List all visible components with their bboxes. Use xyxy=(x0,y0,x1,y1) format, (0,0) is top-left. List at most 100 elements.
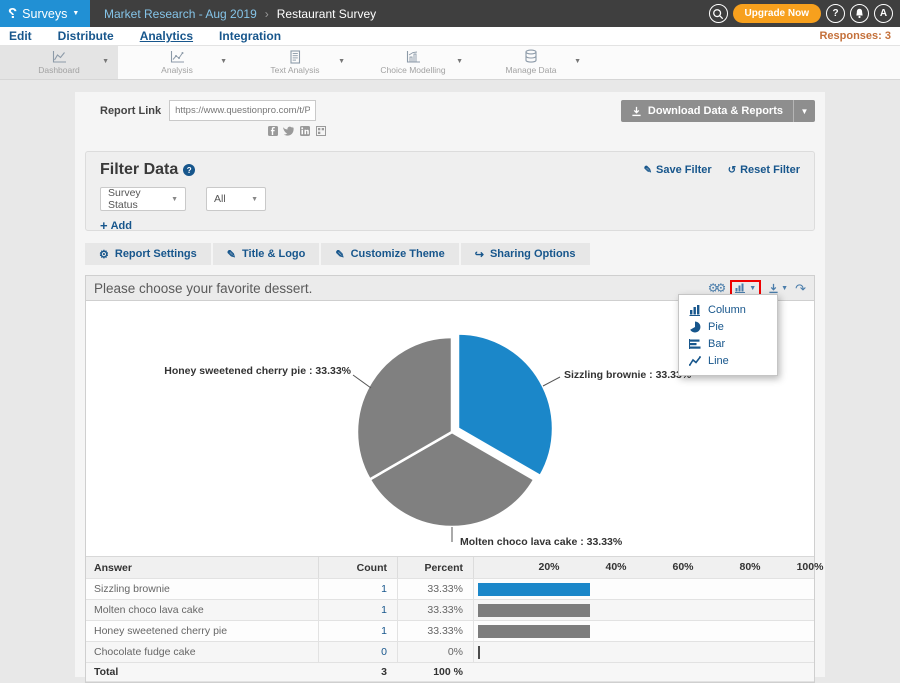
menu-item-column[interactable]: Column xyxy=(679,301,777,318)
notifications-button[interactable] xyxy=(850,4,869,23)
menu-item-distribute[interactable]: Distribute xyxy=(58,29,114,43)
tab-customize-theme[interactable]: ✎ Customize Theme xyxy=(321,243,458,265)
scale-tick-label: 20% xyxy=(538,561,559,573)
reset-filter-link[interactable]: ↺ Reset Filter xyxy=(728,164,800,176)
twitter-icon[interactable] xyxy=(283,125,294,136)
row-bar xyxy=(478,604,590,617)
pie-label-molten-choco-lava-cake: Molten choco lava cake : 33.33% xyxy=(460,536,622,548)
questionpro-logo-icon: ? xyxy=(8,6,17,21)
tab-analysis[interactable]: Analysis ▼ xyxy=(118,46,236,79)
breadcrumb-separator: › xyxy=(265,7,269,21)
chevron-down-icon: ▼ xyxy=(72,10,79,17)
linkedin-icon[interactable] xyxy=(299,125,310,136)
menu-item-label: Line xyxy=(708,355,729,367)
download-dropdown-caret[interactable]: ▼ xyxy=(793,100,815,122)
search-button[interactable] xyxy=(709,4,728,23)
chevron-down-icon[interactable]: ▼ xyxy=(574,58,581,65)
tab-title-logo[interactable]: ✎ Title & Logo xyxy=(213,243,320,265)
chevron-down-icon[interactable]: ▼ xyxy=(338,58,345,65)
pie-label-honey-sweetened-cherry-pie: Honey sweetened cherry pie : 33.33% xyxy=(164,365,351,377)
answer-cell: Molten choco lava cake xyxy=(86,604,318,616)
share-icons-row xyxy=(179,125,326,137)
menu-item-line[interactable]: Line xyxy=(679,352,777,369)
filter-help-icon[interactable]: ? xyxy=(183,164,195,176)
row-bar xyxy=(478,646,480,659)
column-header-percent: Percent xyxy=(397,557,473,578)
add-filter-button[interactable]: + Add xyxy=(100,219,145,232)
responses-count[interactable]: Responses: 3 xyxy=(819,30,891,42)
table-row: Sizzling brownie 1 33.33% xyxy=(86,579,814,600)
breadcrumb-current: Restaurant Survey xyxy=(277,7,376,21)
tab-label: Dashboard xyxy=(38,65,80,75)
tab-label: Text Analysis xyxy=(270,65,319,75)
filter-type-select[interactable]: Survey Status ▼ xyxy=(100,187,186,211)
count-link[interactable]: 1 xyxy=(381,625,387,637)
label-connector-line xyxy=(543,377,560,386)
tab-sharing-options[interactable]: ↪ Sharing Options xyxy=(461,243,590,265)
upgrade-now-button[interactable]: Upgrade Now xyxy=(733,4,821,23)
report-settings-tabs: ⚙ Report Settings ✎ Title & Logo ✎ Custo… xyxy=(85,243,815,265)
filter-data-title: Filter Data xyxy=(100,161,178,179)
undo-icon: ↺ xyxy=(728,165,736,176)
reset-filter-label: Reset Filter xyxy=(740,164,800,176)
tab-text-analysis[interactable]: Text Analysis ▼ xyxy=(236,46,354,79)
horizontal-bar-chart-icon xyxy=(689,338,701,350)
table-total-row: Total 3 100 % xyxy=(86,663,814,682)
menu-item-label: Bar xyxy=(708,338,725,350)
filter-value-select[interactable]: All ▼ xyxy=(206,187,266,211)
menu-item-edit[interactable]: Edit xyxy=(9,29,32,43)
chevron-down-icon: ▼ xyxy=(749,285,756,292)
report-link-label: Report Link xyxy=(100,105,161,117)
save-filter-link[interactable]: ✎ Save Filter xyxy=(644,164,712,176)
chevron-down-icon[interactable]: ▼ xyxy=(220,58,227,65)
bar-chart-icon xyxy=(735,283,746,293)
menu-item-integration[interactable]: Integration xyxy=(219,29,281,43)
count-link[interactable]: 1 xyxy=(381,583,387,595)
chart-share-icon[interactable]: ↷ xyxy=(795,282,806,295)
row-bar xyxy=(478,583,590,596)
download-data-reports-button[interactable]: Download Data & Reports ▼ xyxy=(621,100,815,122)
avatar[interactable]: A xyxy=(874,4,893,23)
menu-item-pie[interactable]: Pie xyxy=(679,318,777,335)
percent-cell: 0% xyxy=(397,642,473,662)
percent-cell: 33.33% xyxy=(397,579,473,599)
count-link[interactable]: 0 xyxy=(381,646,387,658)
select-caret-icon: ▼ xyxy=(241,196,258,203)
tab-label: Manage Data xyxy=(505,65,556,75)
total-label: Total xyxy=(86,666,318,678)
choice-modelling-chart-icon xyxy=(405,49,421,64)
report-link-input[interactable] xyxy=(169,100,316,121)
tab-manage-data[interactable]: Manage Data ▼ xyxy=(472,46,590,79)
facebook-icon[interactable] xyxy=(267,125,278,136)
main-menu: Edit Distribute Analytics Integration Re… xyxy=(0,27,900,46)
chart-settings-gears-icon[interactable]: ⚙⚙ xyxy=(708,281,724,295)
breadcrumb-survey-group[interactable]: Market Research - Aug 2019 xyxy=(104,7,257,21)
chevron-down-icon[interactable]: ▼ xyxy=(102,58,109,65)
chevron-down-icon[interactable]: ▼ xyxy=(456,58,463,65)
answer-cell: Sizzling brownie xyxy=(86,583,318,595)
download-button-label: Download Data & Reports xyxy=(648,105,783,117)
save-filter-label: Save Filter xyxy=(656,164,712,176)
brand-label: Surveys xyxy=(22,7,67,21)
embed-icon[interactable] xyxy=(315,125,326,136)
row-bar xyxy=(478,625,590,638)
chart-download-button[interactable]: ▼ xyxy=(768,283,788,294)
help-button[interactable]: ? xyxy=(826,4,845,23)
tab-dashboard[interactable]: Dashboard ▼ xyxy=(0,46,118,79)
surveys-menu-button[interactable]: ? Surveys ▼ xyxy=(0,0,90,27)
menu-item-analytics[interactable]: Analytics xyxy=(140,29,193,43)
line-chart-icon xyxy=(689,355,701,367)
column-chart-icon xyxy=(689,304,701,316)
chart-type-dropdown: Column Pie Bar xyxy=(678,294,778,376)
column-header-count: Count xyxy=(318,557,397,578)
pie-chart-icon xyxy=(689,321,701,333)
tab-label: Choice Modelling xyxy=(380,65,445,75)
pie-label-sizzling-brownie: Sizzling brownie : 33.33% xyxy=(564,369,691,381)
count-link[interactable]: 1 xyxy=(381,604,387,616)
answer-cell: Honey sweetened cherry pie xyxy=(86,625,318,637)
menu-item-bar[interactable]: Bar xyxy=(679,335,777,352)
tab-choice-modelling[interactable]: Choice Modelling ▼ xyxy=(354,46,472,79)
label-connector-line xyxy=(353,375,371,388)
percent-cell: 33.33% xyxy=(397,600,473,620)
tab-report-settings[interactable]: ⚙ Report Settings xyxy=(85,243,211,265)
